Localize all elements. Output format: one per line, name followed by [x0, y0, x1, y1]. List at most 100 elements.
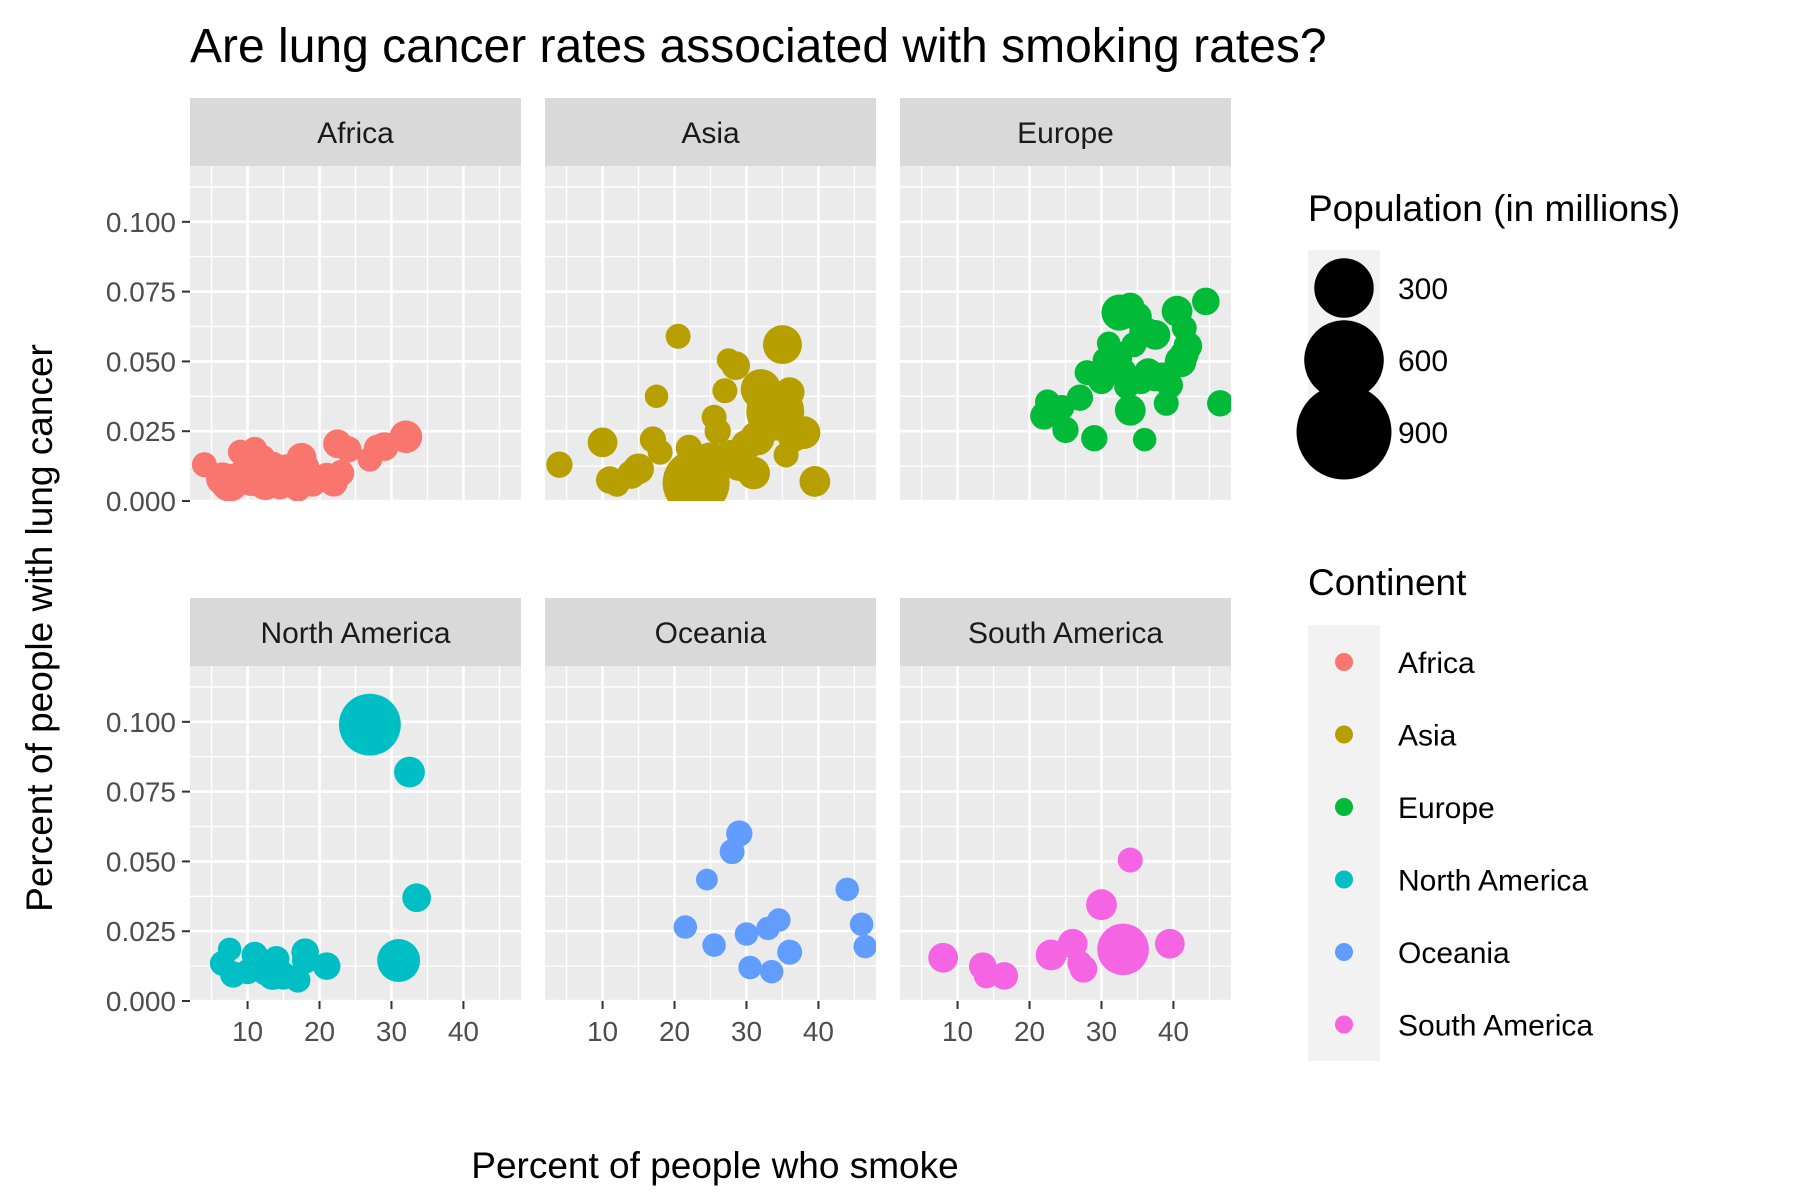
scatter-point [726, 820, 753, 847]
facet-strip [545, 98, 876, 166]
x-tick-label: 20 [304, 1016, 335, 1047]
color-legend-key-background [1308, 625, 1380, 1061]
scatter-point [377, 939, 421, 982]
facet-strip [190, 98, 521, 166]
y-tick-label: 0.075 [106, 277, 176, 308]
size-legend-title: Population (in millions) [1308, 188, 1680, 229]
scatter-point [849, 912, 874, 936]
color-legend-title: Continent [1308, 562, 1467, 603]
facet-strip-label: Asia [681, 117, 740, 150]
color-legend-label: Africa [1398, 647, 1475, 680]
chart-title: Are lung cancer rates associated with sm… [190, 20, 1327, 73]
scatter-point [759, 959, 784, 984]
scatter-series [191, 420, 423, 501]
color-legend-key [1335, 653, 1353, 671]
scatter-series [546, 323, 831, 501]
facet-strip-label: South America [968, 617, 1163, 650]
scatter-point [712, 378, 738, 404]
scatter-point [853, 934, 876, 959]
color-legend-key [1335, 798, 1353, 816]
scatter-point [1086, 889, 1117, 921]
facet-strip [900, 98, 1231, 166]
scatter-point [799, 466, 831, 497]
scatter-point [338, 693, 401, 756]
color-legend-key [1335, 725, 1353, 744]
size-legend: Population (in millions) 300 600 900 [1296, 188, 1680, 480]
size-legend-label: 300 [1398, 273, 1448, 306]
x-tick-label: 30 [376, 1016, 407, 1047]
scatter-point [928, 942, 959, 973]
scatter-point [835, 877, 859, 902]
color-legend-key [1335, 870, 1353, 889]
scatter-point [217, 937, 242, 962]
y-tick-label: 0.025 [106, 916, 176, 947]
x-tick-label: 10 [587, 1016, 618, 1047]
scatter-point [644, 384, 669, 409]
facet-strip-label: Europe [1017, 117, 1114, 150]
scatter-point [734, 922, 759, 946]
x-tick-label: 30 [731, 1016, 762, 1047]
scatter-point [1117, 847, 1143, 873]
y-tick-label: 0.050 [106, 346, 176, 377]
x-tick-label: 10 [232, 1016, 263, 1047]
facet-strip [190, 598, 521, 666]
scatter-point [702, 933, 726, 957]
scatter-point [285, 967, 311, 993]
scatter-point [737, 456, 771, 490]
scatter-point [1132, 427, 1157, 452]
y-axis-title: Percent of people with lung cancer [19, 344, 60, 912]
scatter-series [673, 820, 876, 984]
scatter-point [335, 436, 362, 463]
facet-panel: Europe [900, 98, 1231, 503]
scatter-point [1081, 425, 1108, 452]
scatter-point [1069, 955, 1098, 983]
scatter-point [1192, 287, 1220, 316]
scatter-point [1154, 928, 1185, 959]
x-tick-label: 20 [659, 1016, 690, 1047]
color-legend-label: South America [1398, 1010, 1593, 1043]
y-tick-label: 0.025 [106, 416, 176, 447]
scatter-point [327, 459, 355, 487]
scatter-point [1207, 390, 1231, 417]
size-legend-key [1304, 320, 1384, 400]
scatter-series [928, 847, 1185, 990]
facet-panel: Oceania 10 20 30 40 [545, 598, 876, 1047]
y-tick-label: 0.000 [106, 486, 176, 517]
color-legend-label: Oceania [1398, 937, 1510, 970]
scatter-point [1052, 416, 1079, 443]
scatter-point [623, 453, 654, 485]
facet-panel: North America 0.000 0.025 0.050 0.075 0.100 10… [106, 598, 521, 1047]
facet-strip-label: Africa [317, 117, 394, 150]
scatter-point [787, 416, 821, 449]
scatter-point [389, 420, 423, 454]
scatter-point [767, 908, 791, 932]
scatter-point [312, 952, 341, 980]
scatter-point [394, 756, 425, 788]
scatter-point [1097, 923, 1149, 976]
scatter-point [774, 377, 805, 408]
x-axis-title: Percent of people who smoke [471, 1145, 958, 1186]
size-legend-label: 900 [1398, 417, 1448, 450]
scatter-point [1114, 394, 1146, 426]
scatter-point [665, 323, 691, 349]
scatter-point [1173, 331, 1203, 361]
scatter-point [291, 947, 319, 974]
scatter-point [990, 962, 1019, 990]
y-tick-label: 0.075 [106, 777, 176, 808]
facet-panel: Asia [545, 98, 876, 503]
x-tick-label: 40 [803, 1016, 834, 1047]
scatter-point [721, 351, 751, 380]
scatter-point [704, 418, 731, 445]
scatter-point [647, 439, 673, 465]
color-legend: Continent Africa Asia Europe North America O… [1308, 562, 1593, 1061]
size-legend-key [1314, 258, 1374, 318]
scatter-point [762, 325, 802, 365]
facet-strip [900, 598, 1231, 666]
y-tick-label: 0.050 [106, 846, 176, 877]
x-tick-label: 20 [1014, 1016, 1045, 1047]
scatter-series [209, 693, 432, 993]
scatter-point [1156, 371, 1184, 399]
scatter-series [1030, 287, 1231, 452]
facet-panel: Africa 0.000 0.025 0.050 0.075 0.100 [106, 98, 521, 517]
size-legend-key [1296, 384, 1392, 480]
